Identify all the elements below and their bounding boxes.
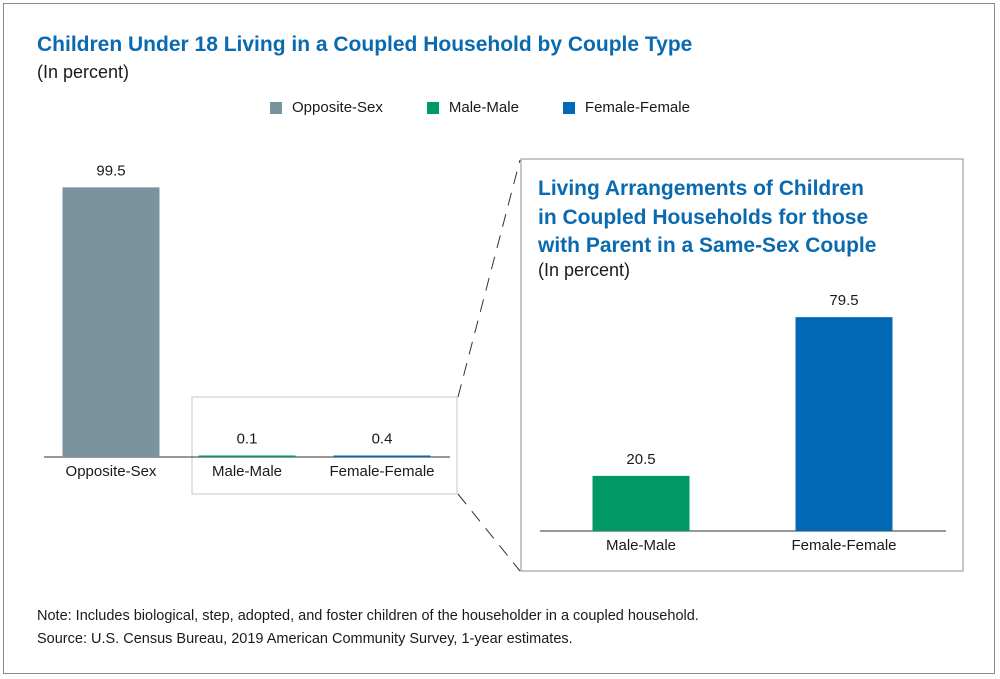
legend-swatch-female-female xyxy=(562,101,575,114)
legend-item-female-female: Female-Female xyxy=(562,99,690,116)
main-category-label-opposite-sex: Opposite-Sex xyxy=(66,463,157,480)
legend-swatch-male-male xyxy=(426,101,439,114)
legend-label-male-male: Male-Male xyxy=(448,99,519,116)
legend-swatch-opposite-sex xyxy=(270,101,282,114)
chart-title: Children Under 18 Living in a Coupled Ho… xyxy=(37,33,693,56)
footnote: Note: Includes biological, step, adopted… xyxy=(37,608,699,624)
inset-category-label-female-female: Female-Female xyxy=(791,537,896,554)
source-note: Source: U.S. Census Bureau, 2019 America… xyxy=(37,631,573,647)
main-value-label-female-female: 0.4 xyxy=(372,431,393,448)
main-category-label-male-male: Male-Male xyxy=(212,463,282,480)
inset-title-line-2: in Coupled Households for those xyxy=(538,205,869,229)
inset-title-line-3: with Parent in a Same-Sex Couple xyxy=(538,234,877,257)
inset-bar-male-male xyxy=(592,475,690,531)
main-bar-female-female xyxy=(333,455,431,457)
legend-label-opposite-sex: Opposite-Sex xyxy=(292,99,383,116)
inset-subtitle: (In percent) xyxy=(538,260,631,280)
figure-frame xyxy=(3,3,995,674)
inset-category-label-male-male: Male-Male xyxy=(606,537,676,554)
inset-value-label-male-male: 20.5 xyxy=(626,451,655,468)
legend-item-male-male: Male-Male xyxy=(426,99,519,116)
zoom-connector-bottom xyxy=(457,493,521,572)
legend-item-opposite-sex: Opposite-Sex xyxy=(270,99,383,116)
main-bar-male-male xyxy=(198,455,296,457)
inset-chart-marks: 20.5 Male-Male 79.5 Female-Female xyxy=(540,292,946,554)
main-category-label-female-female: Female-Female xyxy=(329,463,434,480)
main-bar-opposite-sex xyxy=(62,187,160,458)
main-value-label-male-male: 0.1 xyxy=(237,431,258,448)
inset-bar-female-female xyxy=(795,317,893,531)
inset-title: Living Arrangements of Children in Coupl… xyxy=(538,175,876,261)
inset-value-label-female-female: 79.5 xyxy=(829,292,858,309)
inset-title-line-1: Living Arrangements of Children xyxy=(538,177,864,200)
chart-subtitle: (In percent) xyxy=(37,62,130,82)
legend-label-female-female: Female-Female xyxy=(584,99,690,116)
legend: Opposite-Sex Male-Male Female-Female xyxy=(270,99,734,116)
main-value-label-opposite-sex: 99.5 xyxy=(96,162,125,179)
zoom-highlight-box xyxy=(191,396,458,495)
zoom-connector-top xyxy=(457,159,521,398)
main-chart-marks: 99.5 Opposite-Sex 0.1 Male-Male 0.4 Female-Fe… xyxy=(44,162,450,480)
